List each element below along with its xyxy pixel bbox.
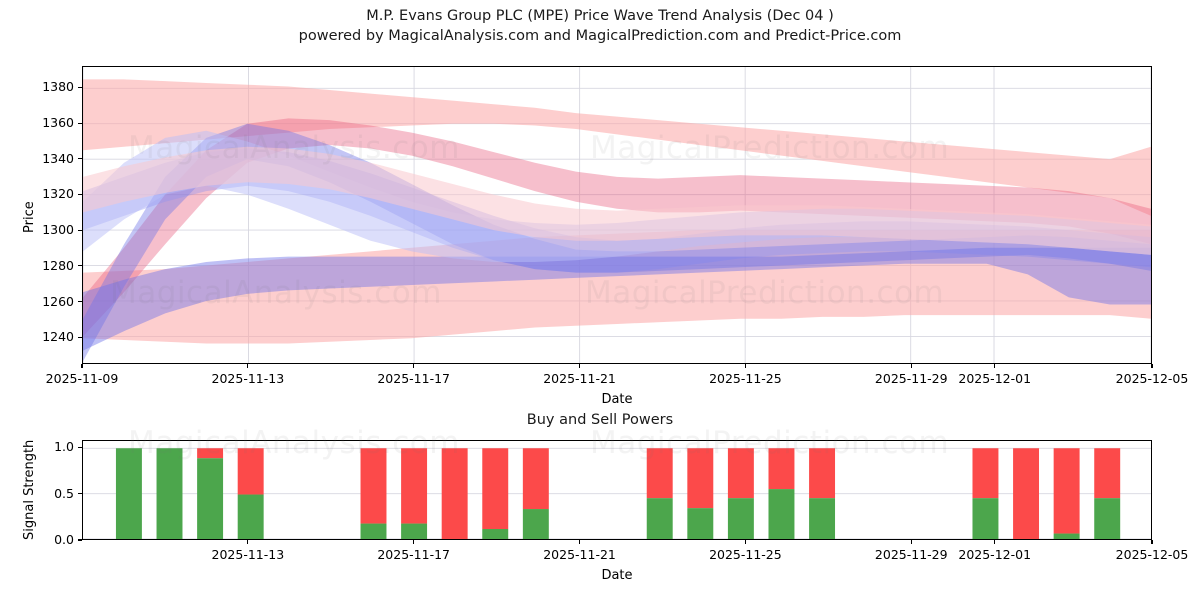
price-wave-plot-area [82,66,1152,364]
signal-x-tick-mark [1151,540,1153,544]
price-x-tick-label: 2025-11-25 [709,371,782,386]
sell-power-bar [1013,448,1040,539]
signal-x-tick-mark [578,540,581,544]
buy-sell-title: Buy and Sell Powers [526,412,674,428]
price-x-tick-label: 2025-11-13 [211,371,285,386]
price-wave-svg [83,67,1151,363]
price-band [83,247,1151,351]
price-band [83,146,1151,255]
buy-power-bar [1094,498,1121,539]
buy-sell-plot-area [82,440,1152,540]
price-band [83,230,1151,344]
price-x-tick-label: 2025-12-05 [1115,371,1189,386]
price-y-axis-label: Price [22,201,37,233]
buy-sell-svg [83,447,1151,539]
buy-power-bar [646,498,673,539]
price-x-tick-label: 2025-11-17 [377,371,451,386]
page-subtitle: powered by MagicalAnalysis.com and Magic… [298,28,902,44]
buy-power-bar [360,523,387,539]
buy-sell-y-axis-label: Signal Strength [22,439,37,540]
signal-y-tick-label: 1.0 [54,439,74,455]
signal-x-tick-label: 2025-12-01 [958,547,1032,562]
signal-y-tick-label: 0.5 [54,485,74,501]
sell-power-bar [768,448,795,490]
sell-power-bar [727,448,754,499]
price-x-tick-mark [247,364,249,368]
price-y-tick-label: 1340 [42,150,74,166]
sell-power-bar [237,448,264,495]
price-x-tick-label: 2025-11-29 [874,371,948,386]
price-y-tick-label: 1260 [42,293,74,309]
price-x-tick-mark [413,364,415,368]
buy-power-bar [482,529,509,539]
sell-power-bar [441,448,468,539]
signal-x-tick-mark [910,540,912,544]
sell-power-bar [1053,448,1080,534]
price-x-tick-mark [578,364,581,368]
sell-power-bar [360,448,387,524]
buy-power-bar [768,489,795,539]
price-y-tick-label: 1240 [42,329,74,345]
chart-title-block: M.P. Evans Group PLC (MPE) Price Wave Tr… [0,6,1200,46]
sell-power-bar [809,448,836,499]
signal-x-tick-label: 2025-12-05 [1115,547,1189,562]
signal-x-tick-label: 2025-11-17 [377,547,451,562]
sell-power-bar [687,448,714,509]
signal-x-tick-mark [413,540,415,544]
buy-power-bar [522,509,549,539]
buy-power-bar [237,494,264,539]
signal-x-tick-mark [994,540,996,544]
price-x-tick-mark [1151,364,1153,368]
sell-power-bar [401,448,428,524]
buy-power-bar [115,448,142,539]
price-band [83,79,1151,216]
signal-x-tick-label: 2025-11-21 [543,547,616,562]
price-x-tick-label: 2025-11-09 [45,371,119,386]
page-title: M.P. Evans Group PLC (MPE) Price Wave Tr… [366,8,834,24]
price-x-axis-label: Date [601,392,633,407]
buy-power-bar [809,498,836,539]
price-x-tick-mark [994,364,996,368]
price-y-tick-label: 1280 [42,257,74,273]
price-x-tick-label: 2025-11-21 [543,371,616,386]
price-x-tick-mark [910,364,912,368]
buy-power-bar [156,448,183,539]
price-x-tick-mark [81,364,83,368]
buy-sell-x-axis-label: Date [601,568,633,583]
signal-x-tick-label: 2025-11-29 [874,547,948,562]
sell-power-bar [482,448,509,530]
buy-power-bar [1053,533,1080,539]
sell-power-bar [646,448,673,499]
signal-x-tick-label: 2025-11-13 [211,547,285,562]
price-y-tick-label: 1320 [42,186,74,202]
price-y-tick-label: 1360 [42,115,74,131]
buy-power-bar [687,508,714,539]
buy-power-bar [972,498,999,539]
signal-x-tick-mark [744,540,746,544]
sell-power-bar [1094,448,1121,499]
buy-power-bar [401,523,428,539]
sell-power-bar [522,448,549,510]
buy-power-bar [197,458,224,539]
signal-y-tick-label: 0.0 [54,532,74,547]
signal-x-tick-label: 2025-11-25 [709,547,782,562]
buy-power-bar [727,498,754,539]
sell-power-bar [972,448,999,499]
sell-power-bar [197,448,224,459]
price-x-tick-mark [744,364,746,368]
price-y-tick-label: 1300 [42,222,74,238]
price-x-tick-label: 2025-12-01 [958,371,1032,386]
price-y-tick-label: 1380 [42,79,74,95]
signal-x-tick-mark [247,540,249,544]
